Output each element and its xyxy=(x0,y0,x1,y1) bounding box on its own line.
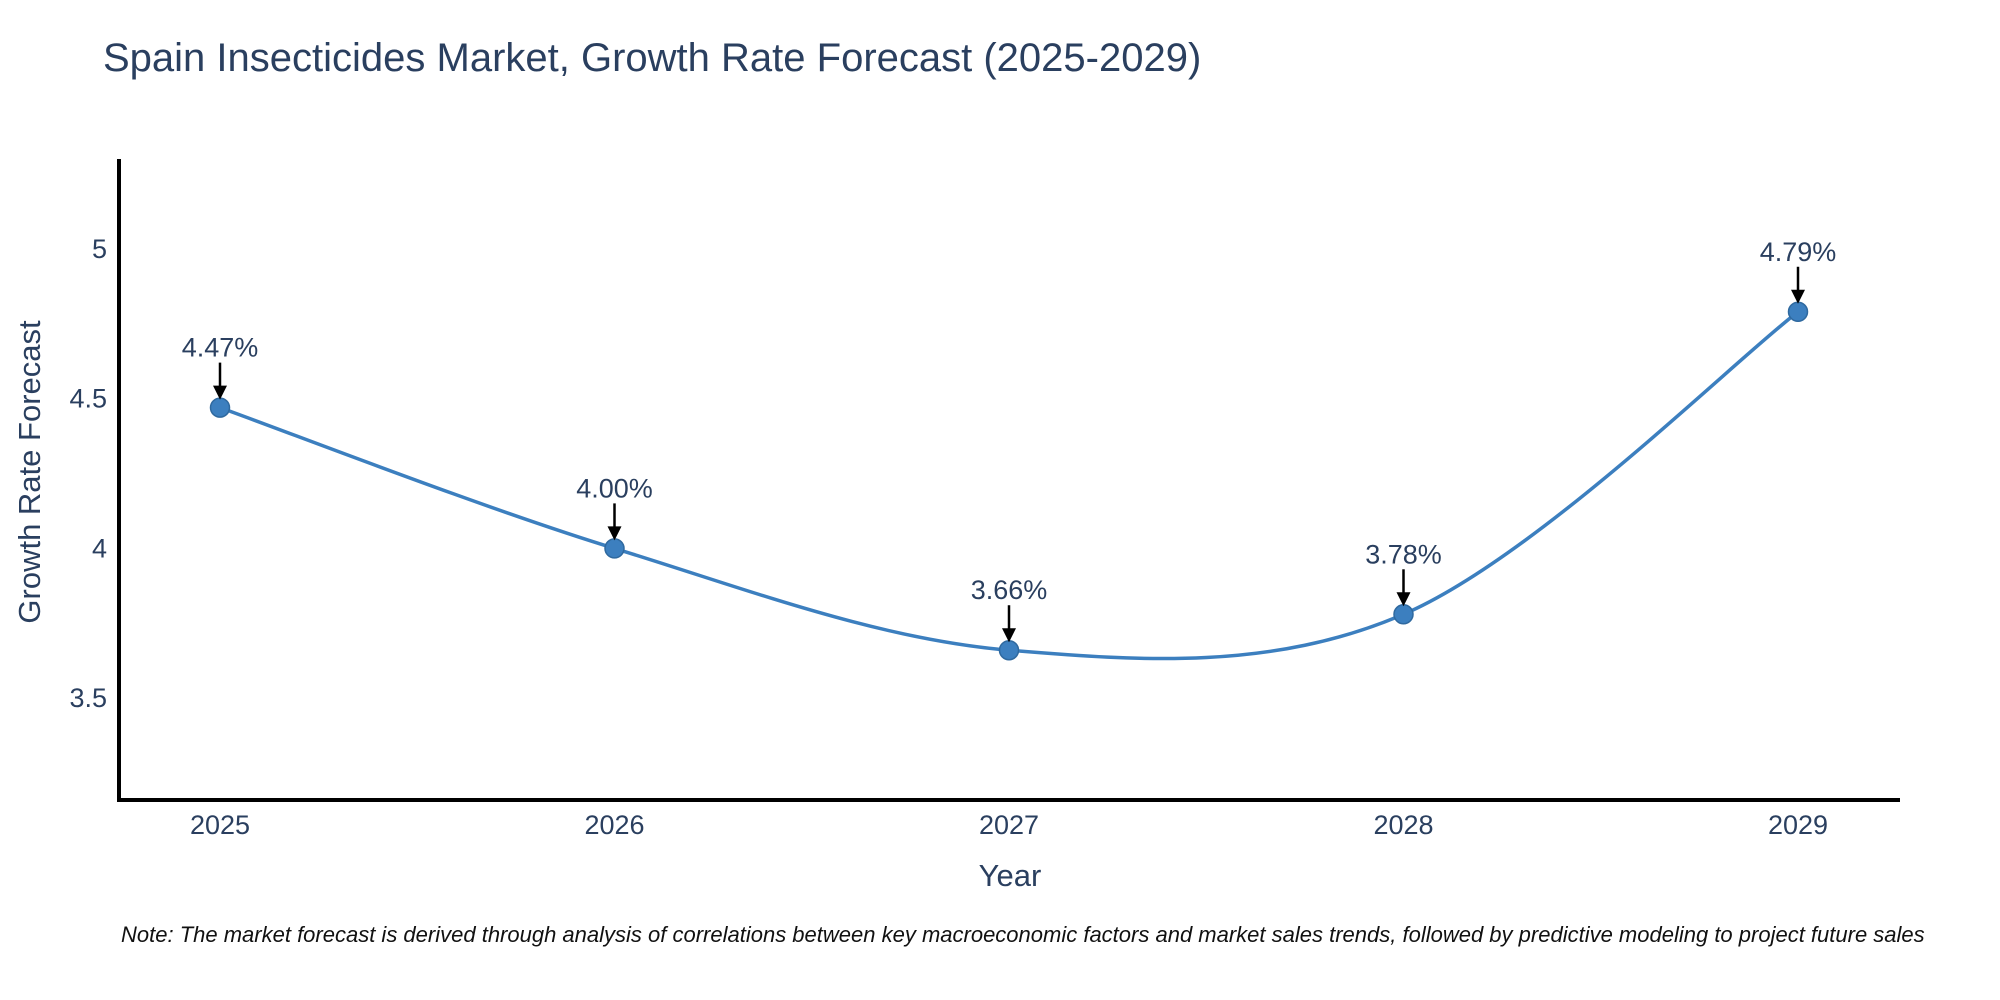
annotation-arrow-head xyxy=(607,526,622,541)
annotation-label: 3.78% xyxy=(1365,539,1442,569)
x-tick-label: 2029 xyxy=(1768,810,1828,840)
data-point-marker[interactable] xyxy=(1787,301,1809,323)
annotation-label: 4.47% xyxy=(182,333,259,363)
annotation-arrow-head xyxy=(1791,289,1805,304)
annotation-arrow-head xyxy=(213,385,227,400)
data-point-marker[interactable] xyxy=(998,639,1020,661)
y-axis-title: Growth Rate Forecast xyxy=(12,320,47,624)
x-tick-label: 2028 xyxy=(1373,810,1433,840)
data-point-marker[interactable] xyxy=(209,397,231,418)
y-tick-label: 3.5 xyxy=(69,683,107,713)
y-tick-label: 5 xyxy=(92,234,107,264)
x-tick-label: 2027 xyxy=(979,810,1039,840)
x-axis-title: Year xyxy=(978,858,1042,893)
y-tick-label: 4.5 xyxy=(69,384,107,414)
chart-title: Spain Insecticides Market, Growth Rate F… xyxy=(103,36,1202,80)
data-point-marker[interactable] xyxy=(1393,604,1414,625)
annotation-label: 3.66% xyxy=(971,575,1048,605)
annotation-label: 4.00% xyxy=(576,473,653,503)
footnote: Note: The market forecast is derived thr… xyxy=(121,922,1925,947)
annotation-arrow-head xyxy=(1396,592,1411,607)
y-tick-label: 4 xyxy=(92,533,107,563)
x-tick-label: 2026 xyxy=(584,810,644,840)
annotation-arrow-head xyxy=(1002,628,1016,643)
annotation-label: 4.79% xyxy=(1760,237,1837,267)
data-point-marker[interactable] xyxy=(604,538,625,559)
x-tick-label: 2025 xyxy=(190,810,250,840)
